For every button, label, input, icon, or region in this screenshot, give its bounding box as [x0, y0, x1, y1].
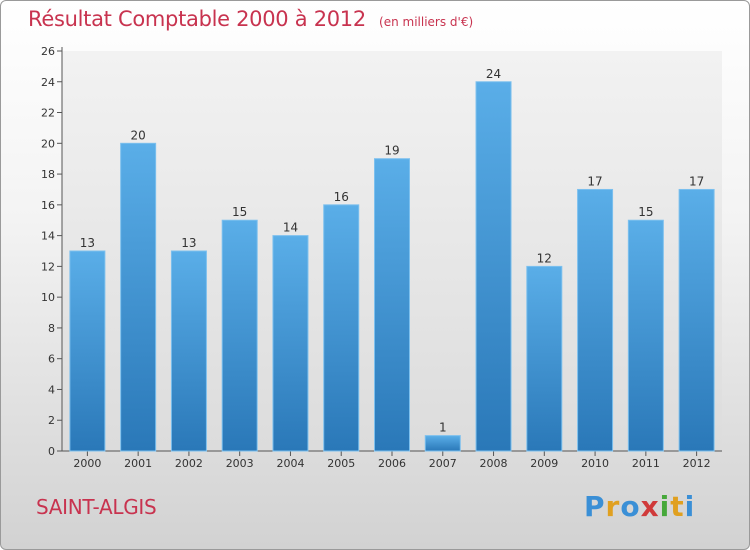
value-label-2000: 13: [80, 236, 95, 250]
x-tick-label: 2003: [226, 457, 254, 470]
value-label-2005: 16: [334, 190, 349, 204]
x-tick-label: 2005: [327, 457, 355, 470]
y-tick-label: 18: [41, 168, 55, 181]
bar-2011: [627, 219, 664, 452]
x-tick-label: 2010: [581, 457, 609, 470]
logo-letter: r: [605, 490, 621, 523]
x-tick-label: 2011: [632, 457, 660, 470]
value-label-2002: 13: [181, 236, 196, 250]
bar-2007: [424, 435, 461, 452]
bar-2010: [577, 188, 614, 452]
y-tick-label: 26: [41, 45, 55, 58]
bar-2012: [678, 188, 715, 452]
proxiti-logo: Proxiti: [584, 490, 695, 523]
x-tick-label: 2012: [683, 457, 711, 470]
x-tick-label: 2001: [124, 457, 152, 470]
value-label-2012: 17: [689, 174, 704, 188]
value-label-2003: 15: [232, 205, 247, 219]
logo-letter: x: [640, 490, 660, 523]
place-name: SAINT-ALGIS: [36, 495, 157, 519]
value-label-2009: 12: [537, 251, 552, 265]
y-tick-label: 0: [48, 445, 55, 458]
x-tick-label: 2006: [378, 457, 406, 470]
logo-letter: o: [620, 490, 641, 523]
value-label-2001: 20: [131, 128, 146, 142]
chart-unit: (en milliers d'€): [379, 15, 474, 29]
x-tick-label: 2009: [530, 457, 558, 470]
y-tick-label: 20: [41, 137, 55, 150]
bar-2000: [69, 250, 106, 452]
bar-2002: [170, 250, 207, 452]
y-tick-label: 22: [41, 107, 55, 120]
value-label-2004: 14: [283, 221, 298, 235]
logo-letter: i: [684, 490, 696, 523]
y-tick-label: 16: [41, 199, 55, 212]
y-tick-label: 6: [48, 353, 55, 366]
value-label-2008: 24: [486, 67, 501, 81]
logo-letter: P: [584, 490, 606, 523]
bar-2004: [272, 235, 309, 452]
x-tick-label: 2008: [480, 457, 508, 470]
x-tick-label: 2007: [429, 457, 457, 470]
x-tick-label: 2002: [175, 457, 203, 470]
chart-title-text: Résultat Comptable 2000 à 2012: [28, 7, 366, 31]
y-tick-label: 12: [41, 260, 55, 273]
y-tick-label: 14: [41, 230, 55, 243]
value-label-2006: 19: [384, 144, 399, 158]
x-tick-label: 2004: [276, 457, 304, 470]
bar-2003: [221, 219, 258, 452]
value-label-2011: 15: [638, 205, 653, 219]
value-label-2007: 1: [439, 421, 447, 435]
x-tick-label: 2000: [73, 457, 101, 470]
value-label-2010: 17: [587, 174, 602, 188]
y-tick-label: 4: [48, 383, 55, 396]
y-tick-label: 8: [48, 322, 55, 335]
logo-letter: t: [670, 490, 685, 523]
chart-title: Résultat Comptable 2000 à 2012 (en milli…: [28, 7, 473, 31]
bar-2008: [475, 81, 512, 452]
bar-2006: [374, 158, 410, 452]
bar-2009: [526, 265, 563, 452]
y-tick-label: 10: [41, 291, 55, 304]
logo-letter: i: [659, 490, 671, 523]
y-tick-label: 2: [48, 414, 55, 427]
bar-2005: [323, 204, 360, 452]
bar-2001: [120, 142, 157, 452]
y-tick-label: 24: [41, 76, 55, 89]
